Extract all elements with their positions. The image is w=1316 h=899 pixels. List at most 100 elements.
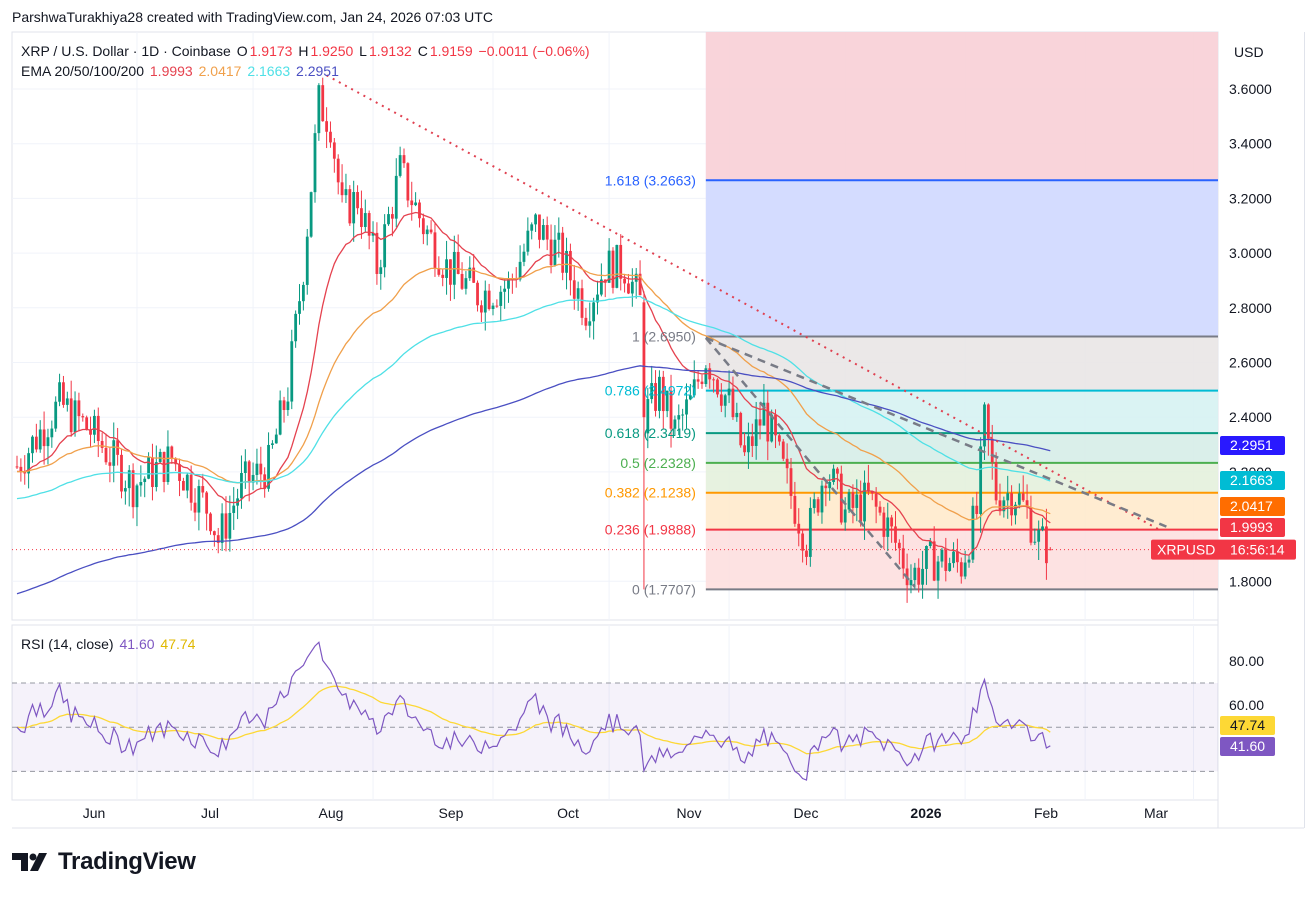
rsi-pane — [11, 624, 1219, 801]
candle-up — [46, 437, 50, 447]
candle-up — [646, 399, 650, 434]
candle-down — [731, 388, 735, 418]
time-axis-label: Feb — [1034, 805, 1058, 821]
candle-down — [34, 436, 38, 450]
candle-down — [433, 232, 437, 269]
candle-down — [480, 305, 483, 313]
fib-level-label: 0 (1.7707) — [632, 581, 696, 597]
time-axis-label: Nov — [677, 805, 702, 821]
candle-up — [286, 401, 290, 411]
candle-down — [15, 466, 19, 468]
symbol-label: XRP / U.S. Dollar · 1D · Coinbase — [21, 43, 231, 59]
candle-down — [716, 379, 719, 395]
candle-down — [332, 142, 336, 159]
candle-up — [727, 388, 731, 396]
price-axis-label: 3.6000 — [1229, 81, 1272, 97]
candle-down — [247, 461, 251, 483]
candle-up — [526, 230, 530, 252]
candle-up — [607, 250, 611, 283]
ema-price-tag — [1220, 471, 1285, 490]
candle-down — [572, 280, 576, 299]
candle-down — [104, 447, 108, 463]
candle-down — [1029, 507, 1033, 543]
candle-up — [352, 192, 356, 224]
candle-down — [259, 463, 263, 475]
candle-down — [1045, 526, 1048, 564]
candle-down — [824, 485, 828, 489]
candle-up — [93, 415, 96, 435]
candle-up — [50, 428, 54, 438]
candle-down — [449, 259, 452, 285]
candles — [15, 77, 1052, 603]
candle-up — [147, 457, 150, 479]
candle-down — [437, 268, 441, 275]
candle-up — [414, 202, 418, 206]
candle-down — [839, 473, 843, 523]
ohlc-legend: XRP / U.S. Dollar · 1D · Coinbase O 1.917… — [21, 43, 590, 59]
candle-down — [870, 491, 874, 494]
candle-down — [642, 302, 646, 418]
candle-down — [719, 394, 723, 406]
ema-price-tag-label: 2.1663 — [1230, 472, 1273, 488]
candle-up — [251, 474, 255, 483]
candle-down — [998, 500, 1002, 512]
candle-up — [847, 492, 851, 510]
candle-up — [928, 541, 932, 546]
candle-up — [588, 321, 592, 326]
candle-down — [894, 526, 897, 543]
candle-up — [298, 301, 301, 314]
candle-up — [735, 412, 739, 418]
candle-down — [758, 419, 762, 426]
candle-up — [518, 261, 522, 280]
last-price-tag — [1151, 539, 1296, 560]
candle-up — [688, 395, 692, 400]
candle-up — [274, 434, 278, 444]
candle-down — [986, 404, 990, 439]
candle-down — [619, 244, 623, 279]
ema-price-tag — [1220, 518, 1285, 537]
tradingview-logo[interactable]: TradingView — [12, 848, 196, 876]
candle-up — [832, 468, 835, 483]
candle-up — [394, 175, 398, 219]
candle-up — [267, 444, 270, 489]
candle-down — [654, 383, 657, 411]
fib-zone — [705, 462, 1218, 493]
rsi-axis-label: 80.00 — [1229, 653, 1264, 669]
candle-up — [522, 251, 526, 262]
candle-down — [1048, 549, 1052, 551]
candle-up — [363, 213, 367, 227]
candle-up — [747, 436, 750, 453]
candle-down — [360, 208, 363, 227]
rsi-value-tag — [1220, 716, 1275, 735]
candle-down — [476, 282, 479, 306]
candle-up — [541, 225, 545, 240]
candle-down — [801, 533, 805, 551]
candle-down — [750, 436, 754, 446]
candle-down — [901, 548, 905, 569]
fib-zone — [705, 390, 1218, 434]
candle-down — [329, 131, 332, 143]
candle-up — [886, 517, 890, 537]
close-value: 1.9159 — [429, 43, 473, 59]
last-price-tag-countdown: 16:56:14 — [1230, 542, 1285, 558]
fib-level-label: 0.618 (2.3419) — [605, 425, 696, 441]
candle-up — [704, 368, 708, 385]
ema100-value: 2.1663 — [247, 63, 291, 79]
candle-up — [952, 551, 955, 564]
price-axis-label: 2.6000 — [1229, 355, 1272, 371]
candle-up — [491, 305, 495, 310]
candle-up — [677, 415, 681, 420]
candle-down — [282, 400, 286, 411]
candle-up — [1033, 541, 1037, 543]
candle-up — [65, 398, 69, 405]
ema-legend: EMA 20/50/100/200 1.9993 2.0417 2.1663 2… — [21, 63, 339, 79]
candle-down — [959, 562, 963, 577]
candle-up — [112, 440, 116, 466]
candle-down — [85, 417, 89, 430]
candle-up — [271, 443, 274, 445]
candle-down — [495, 305, 499, 307]
candle-down — [162, 451, 166, 482]
candle-down — [201, 486, 205, 493]
candle-up — [464, 278, 468, 289]
